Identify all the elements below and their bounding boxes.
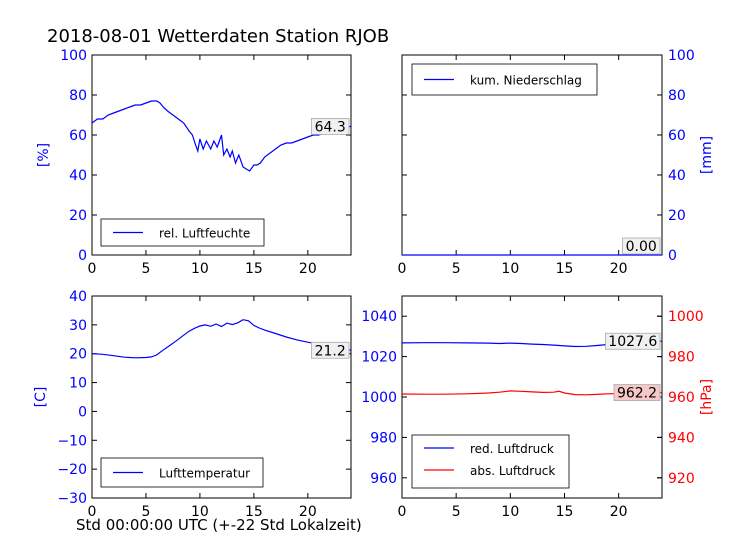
y-tick-label: 20 xyxy=(69,347,87,363)
value-annotation: 962.2 xyxy=(617,386,657,402)
legend-label: rel. Luftfeuchte xyxy=(159,227,250,241)
legend-label: abs. Luftdruck xyxy=(470,464,555,478)
y-tick-label: 980 xyxy=(370,430,397,446)
x-tick-label: 20 xyxy=(610,504,628,520)
x-tick-label: 10 xyxy=(501,261,519,277)
panel-pressure: 0 5 10 15 20 960 980 1000 1020 1040 920 940 960 980 10… xyxy=(361,295,715,520)
legend-box xyxy=(411,434,570,489)
y-tick-label: 80 xyxy=(69,88,87,104)
y-tick-label: 40 xyxy=(668,168,686,184)
x-tick-label: 5 xyxy=(141,504,150,520)
y-axis-label: [hPa] xyxy=(699,379,715,415)
value-annotation-box xyxy=(310,118,350,135)
y-tick-label: 100 xyxy=(60,48,87,64)
value-annotation: 1027.6 xyxy=(608,334,657,350)
y2-tick-label: 1000 xyxy=(668,309,704,325)
x-tick-label: 0 xyxy=(398,261,407,277)
x-tick-label: 15 xyxy=(245,261,263,277)
legend-label: red. Luftdruck xyxy=(470,442,554,456)
y-axis-label: [C] xyxy=(33,387,49,408)
y-tick-label: 40 xyxy=(69,289,87,305)
x-tick-label: 0 xyxy=(88,504,97,520)
series-line-humidity-left xyxy=(91,100,352,172)
value-annotation: 0.00 xyxy=(626,239,657,255)
x-tick-label: 10 xyxy=(191,504,209,520)
x-tick-label: 20 xyxy=(299,504,317,520)
x-axis-caption: Std 00:00:00 UTC (+-22 Std Lokalzeit) xyxy=(76,516,362,534)
x-tick-label: 10 xyxy=(191,261,209,277)
panel-precip: 0 5 10 15 20 0 20 40 60 80 100 [mm] 0.00 kum. Nieders… xyxy=(398,48,715,277)
plot-frame xyxy=(91,54,352,256)
y-tick-label: 40 xyxy=(69,168,87,184)
value-annotation-box xyxy=(310,341,350,359)
y-tick-label: 60 xyxy=(69,128,87,144)
x-tick-label: 0 xyxy=(88,261,97,277)
x-tick-label: 15 xyxy=(556,261,574,277)
y-tick-label: 1040 xyxy=(361,309,397,325)
y-tick-label: 1020 xyxy=(361,350,397,366)
value-annotation: 64.3 xyxy=(315,119,346,135)
figure-title: 2018-08-01 Wetterdaten Station RJOB xyxy=(47,26,390,47)
value-annotation-box xyxy=(605,332,661,350)
x-tick-label: 10 xyxy=(501,504,519,520)
y-axis-label: [%] xyxy=(36,143,52,167)
plot-frame xyxy=(91,295,352,499)
y-tick-label: 100 xyxy=(668,48,695,64)
y-tick-label: 60 xyxy=(668,128,686,144)
y2-tick-label: 920 xyxy=(668,471,695,487)
y-tick-label: 80 xyxy=(668,88,686,104)
y-tick-label: 0 xyxy=(78,404,87,420)
x-tick-label: 20 xyxy=(299,261,317,277)
series-line-temperature-left xyxy=(91,319,352,359)
value-annotation-box xyxy=(622,237,661,255)
x-tick-label: 5 xyxy=(141,261,150,277)
value-annotation-box xyxy=(613,384,661,401)
value-annotation: 21.2 xyxy=(315,343,346,359)
x-tick-label: 0 xyxy=(398,504,407,520)
y-tick-label: 30 xyxy=(69,318,87,334)
panel-temperature: 0 5 10 15 20 −30 −20 −10 0 10 20 30 40 [C] 21.2 Lufttem… xyxy=(33,289,352,520)
legend-label: kum. Niederschlag xyxy=(470,74,582,88)
x-tick-label: 15 xyxy=(556,504,574,520)
y-tick-label: 0 xyxy=(668,248,677,264)
y-axis-label: [mm] xyxy=(699,136,715,174)
y-tick-label: 0 xyxy=(78,248,87,264)
y-tick-label: 960 xyxy=(370,471,397,487)
legend-label: Lufttemperatur xyxy=(159,467,250,481)
y2-tick-label: 940 xyxy=(668,430,695,446)
y-tick-label: 10 xyxy=(69,376,87,392)
x-tick-label: 5 xyxy=(452,261,461,277)
x-tick-label: 20 xyxy=(610,261,628,277)
y-tick-label: −20 xyxy=(57,462,87,478)
y-tick-label: −10 xyxy=(57,433,87,449)
y-tick-label: 20 xyxy=(668,208,686,224)
y-tick-label: 1000 xyxy=(361,390,397,406)
panel-humidity: 0 5 10 15 20 0 20 40 60 80 100 [%] 64.3 rel. Luftfeuc… xyxy=(36,48,352,277)
x-tick-label: 15 xyxy=(245,504,263,520)
y2-tick-label: 960 xyxy=(668,390,695,406)
y-tick-label: −30 xyxy=(57,491,87,507)
x-tick-label: 5 xyxy=(452,504,461,520)
y-tick-label: 20 xyxy=(69,208,87,224)
y2-tick-label: 980 xyxy=(668,350,695,366)
